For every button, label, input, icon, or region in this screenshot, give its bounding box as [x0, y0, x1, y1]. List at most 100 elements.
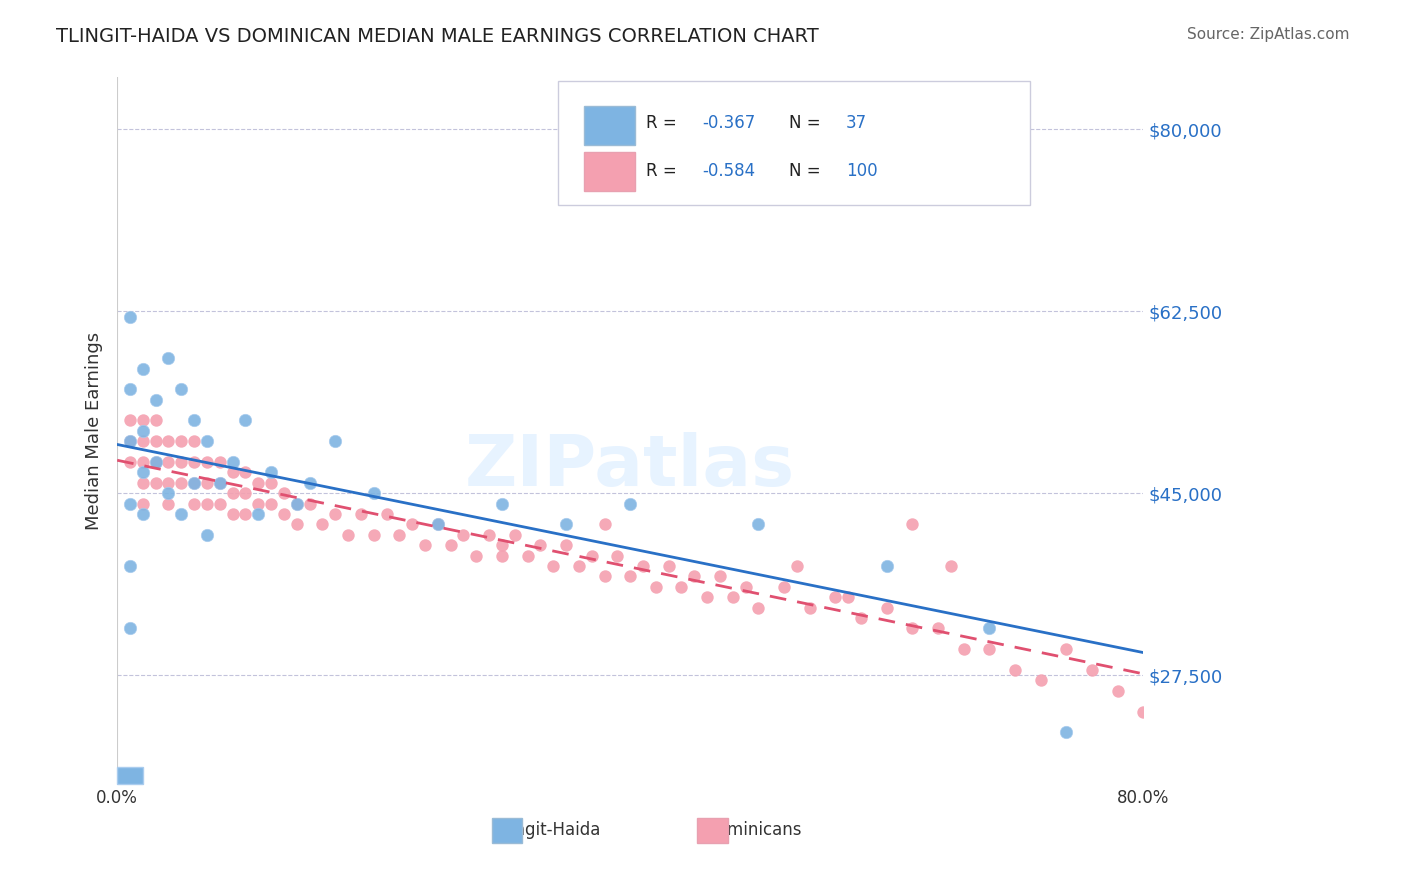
Bar [583, 106, 636, 145]
Point [195, 434, 218, 449]
Point [799, 600, 821, 615]
Point [683, 569, 706, 583]
Point [939, 559, 962, 574]
Point [298, 475, 321, 490]
Text: -0.584: -0.584 [702, 161, 755, 180]
Point [619, 569, 641, 583]
Point [824, 591, 846, 605]
Point [849, 611, 872, 625]
Point [478, 528, 501, 542]
Point [952, 642, 974, 657]
Point [157, 351, 180, 365]
Point [183, 413, 205, 427]
Point [413, 538, 436, 552]
Point [118, 559, 141, 574]
Point [1054, 725, 1077, 739]
Point [401, 517, 423, 532]
Point [426, 517, 449, 532]
Point [183, 475, 205, 490]
Point [118, 497, 141, 511]
Point [1132, 705, 1154, 719]
Point [1081, 663, 1104, 677]
Point [118, 382, 141, 396]
Point [208, 475, 231, 490]
Text: -0.367: -0.367 [702, 114, 755, 132]
Text: 37: 37 [845, 114, 866, 132]
Point [157, 475, 180, 490]
Point [145, 392, 167, 407]
Point [491, 497, 513, 511]
Point [157, 434, 180, 449]
Point [606, 549, 628, 563]
Point [260, 497, 283, 511]
Point [221, 455, 243, 469]
Point [555, 538, 578, 552]
Point [235, 466, 257, 480]
Point [170, 434, 193, 449]
Point [183, 455, 205, 469]
Point [247, 507, 270, 521]
Point [221, 466, 243, 480]
Text: R =: R = [645, 114, 682, 132]
Point [273, 507, 295, 521]
Point [145, 455, 167, 469]
Point [195, 475, 218, 490]
Point [247, 497, 270, 511]
Point [118, 621, 141, 635]
Point [453, 528, 475, 542]
Point [363, 528, 385, 542]
Point [721, 591, 744, 605]
Point [901, 517, 924, 532]
Point [747, 600, 769, 615]
Bar [697, 818, 728, 843]
Point [363, 486, 385, 500]
Point [979, 621, 1001, 635]
Point [208, 497, 231, 511]
Point [132, 413, 155, 427]
Point [901, 621, 924, 635]
Point [298, 497, 321, 511]
Point [644, 580, 666, 594]
Point [786, 559, 808, 574]
Point [388, 528, 411, 542]
Point [350, 507, 373, 521]
Point [837, 591, 859, 605]
Point [709, 569, 731, 583]
Point [323, 507, 346, 521]
Point [235, 507, 257, 521]
Text: TLINGIT-HAIDA VS DOMINICAN MEDIAN MALE EARNINGS CORRELATION CHART: TLINGIT-HAIDA VS DOMINICAN MEDIAN MALE E… [56, 27, 818, 45]
Point [285, 517, 308, 532]
Point [195, 528, 218, 542]
Point [555, 517, 578, 532]
Bar [583, 152, 636, 191]
Point [581, 549, 603, 563]
Point [235, 486, 257, 500]
Point [132, 424, 155, 438]
Point [696, 591, 718, 605]
Point [1107, 683, 1129, 698]
Point [170, 475, 193, 490]
Point [260, 466, 283, 480]
Point [1004, 663, 1026, 677]
Bar [492, 818, 523, 843]
Point [273, 486, 295, 500]
FancyBboxPatch shape [117, 766, 143, 784]
Point [118, 455, 141, 469]
Point [541, 559, 564, 574]
Text: ZIPatlas: ZIPatlas [465, 432, 796, 500]
Text: N =: N = [789, 161, 827, 180]
Text: R =: R = [645, 161, 682, 180]
Point [183, 434, 205, 449]
Point [323, 434, 346, 449]
Point [465, 549, 488, 563]
Point [491, 538, 513, 552]
Point [285, 497, 308, 511]
Point [221, 507, 243, 521]
Point [773, 580, 796, 594]
Point [170, 382, 193, 396]
Point [247, 475, 270, 490]
Point [593, 517, 616, 532]
Point [311, 517, 333, 532]
Point [170, 455, 193, 469]
Point [747, 517, 769, 532]
